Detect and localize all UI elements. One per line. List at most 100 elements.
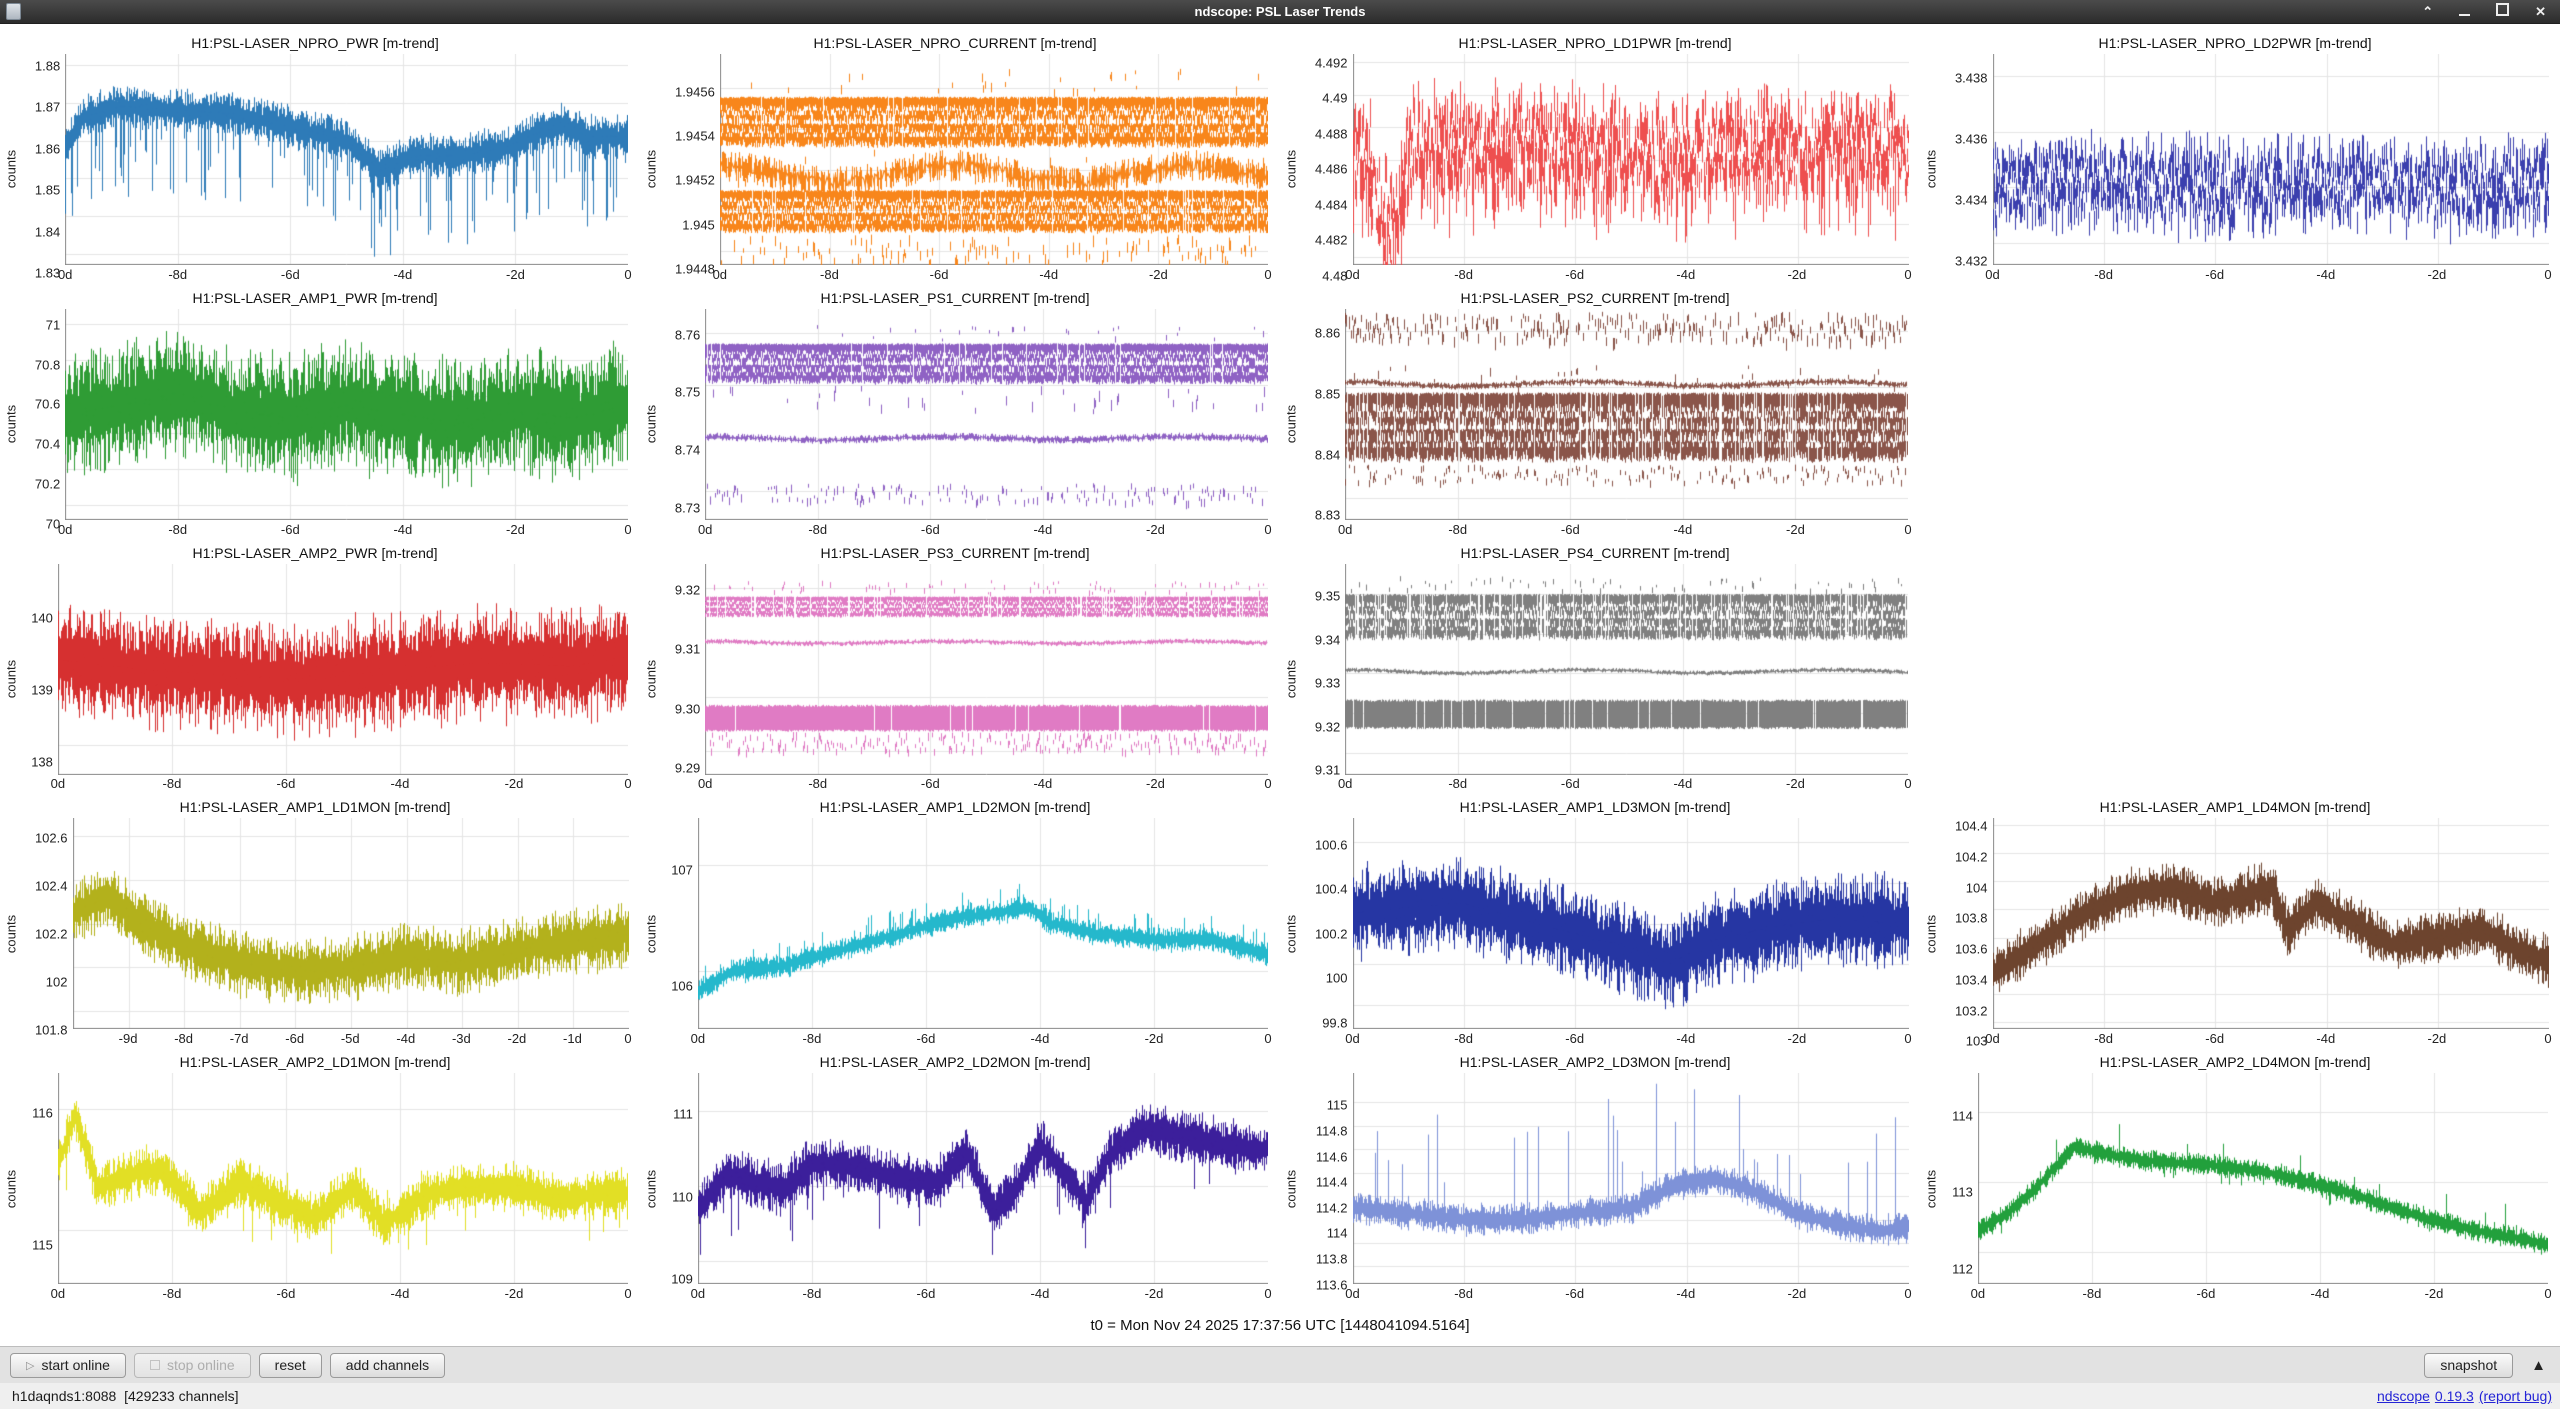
- window-title: ndscope: PSL Laser Trends: [1194, 4, 1366, 19]
- stop-online-button[interactable]: stop online: [133, 1352, 251, 1378]
- shade-window-icon[interactable]: ⌃: [2422, 4, 2434, 19]
- plot-canvas[interactable]: [1352, 818, 1909, 1030]
- plot-canvas[interactable]: [1352, 1073, 1909, 1285]
- plot-panel: H1:PSL-LASER_AMP1_LD1MON [m-trend] count…: [0, 794, 640, 1049]
- x-axis-ticks: 0d -8d -6d -4d -2d 0: [1985, 266, 2552, 282]
- y-axis-ticks: 112 113 114: [1952, 1108, 1973, 1277]
- minimize-icon[interactable]: [2459, 0, 2471, 23]
- y-axis-ticks: 8.83 8.84 8.85 8.86: [1314, 325, 1341, 523]
- plot-channel-title: H1:PSL-LASER_NPRO_LD1PWR [m-trend]: [1458, 35, 1732, 51]
- plot-panel: H1:PSL-LASER_NPRO_CURRENT [m-trend] coun…: [640, 30, 1280, 285]
- plot-channel-title: H1:PSL-LASER_AMP1_LD1MON [m-trend]: [179, 799, 451, 816]
- plot-channel-title: H1:PSL-LASER_AMP2_PWR [m-trend]: [192, 544, 438, 561]
- plot-canvas[interactable]: [697, 1073, 1268, 1285]
- plot-canvas[interactable]: [1345, 563, 1909, 775]
- plot-panel: H1:PSL-LASER_NPRO_PWR [m-trend] counts 1…: [0, 30, 640, 285]
- t0-label: t0 = Mon Nov 24 2025 17:37:56 UTC [14480…: [0, 1304, 2560, 1346]
- plot-channel-title: H1:PSL-LASER_PS2_CURRENT [m-trend]: [1460, 289, 1730, 306]
- snapshot-button[interactable]: snapshot: [2424, 1352, 2514, 1378]
- y-axis-label: counts: [3, 914, 19, 953]
- x-axis-ticks: 0d -8d -6d -4d -2d 0: [50, 1286, 632, 1301]
- plot-canvas[interactable]: [72, 818, 629, 1030]
- plot-channel-title: H1:PSL-LASER_AMP1_LD3MON [m-trend]: [1459, 799, 1731, 816]
- y-axis-label: counts: [1283, 659, 1299, 699]
- plot-channel-title: H1:PSL-LASER_AMP2_LD4MON [m-trend]: [2099, 1054, 2371, 1071]
- triangle-up-icon[interactable]: ▲: [2531, 1356, 2546, 1374]
- plot-canvas[interactable]: [1352, 54, 1909, 265]
- plot-canvas[interactable]: [719, 54, 1268, 265]
- plot-panel: H1:PSL-LASER_AMP1_LD4MON [m-trend] count…: [1920, 794, 2560, 1049]
- plot-canvas[interactable]: [1345, 308, 1909, 520]
- y-axis-ticks: 101.8 102 102.2 102.4 102.6: [34, 830, 68, 1038]
- report-bug-link[interactable]: (report bug): [2478, 1388, 2552, 1404]
- plot-channel-title: H1:PSL-LASER_AMP1_LD4MON [m-trend]: [2099, 799, 2371, 816]
- y-axis-ticks: 106 107: [671, 862, 693, 994]
- plot-channel-title: H1:PSL-LASER_NPRO_PWR [m-trend]: [191, 35, 439, 51]
- x-axis-ticks: 0d -8d -6d -4d -2d 0: [1345, 266, 1912, 282]
- plot-panel: H1:PSL-LASER_AMP2_LD1MON [m-trend] count…: [0, 1049, 640, 1304]
- close-icon[interactable]: ✕: [2535, 4, 2546, 19]
- y-axis-ticks: 9.29 9.30 9.31 9.32: [674, 582, 701, 776]
- empty-panel: [1920, 540, 2560, 795]
- plot-panel: H1:PSL-LASER_AMP2_PWR [m-trend] counts 1…: [0, 540, 640, 795]
- plot-channel-title: H1:PSL-LASER_NPRO_LD2PWR [m-trend]: [2098, 35, 2372, 51]
- plot-panel: H1:PSL-LASER_NPRO_LD2PWR [m-trend] count…: [1920, 30, 2560, 285]
- x-axis-ticks: 0d -8d -6d -4d -2d 0: [697, 776, 1272, 792]
- y-axis-label: counts: [643, 150, 659, 189]
- y-axis-label: counts: [1283, 150, 1299, 189]
- x-axis-ticks: 0d -8d -6d -4d -2d 0: [1337, 776, 1912, 792]
- version-link[interactable]: 0.19.3: [2434, 1388, 2474, 1404]
- y-axis-ticks: 109 110 111: [671, 1106, 693, 1287]
- y-axis-ticks: 1.9448 1.945 1.9452 1.9454 1.9456: [675, 84, 715, 277]
- plot-channel-title: H1:PSL-LASER_NPRO_CURRENT [m-trend]: [813, 35, 1097, 51]
- empty-panel: [1920, 285, 2560, 540]
- y-axis-label: counts: [1923, 1169, 1939, 1208]
- y-axis-ticks: 3.432 3.434 3.436 3.438: [1954, 70, 1988, 268]
- plot-canvas[interactable]: [1977, 1073, 2548, 1285]
- plot-canvas[interactable]: [705, 308, 1269, 520]
- play-icon: ▷: [26, 1359, 35, 1372]
- x-axis-ticks: 0d -8d -6d -4d -2d 0: [50, 776, 632, 792]
- y-axis-label: counts: [1283, 1169, 1299, 1208]
- y-axis-ticks: 1.83 1.84 1.85 1.86 1.87 1.88: [34, 58, 61, 281]
- plot-canvas[interactable]: [65, 308, 629, 520]
- y-axis-ticks: 138 139 140: [31, 610, 53, 770]
- plot-panel: H1:PSL-LASER_AMP1_PWR [m-trend] counts 7…: [0, 285, 640, 540]
- start-online-button[interactable]: ▷ start online: [10, 1352, 126, 1378]
- y-axis-label: counts: [643, 914, 659, 953]
- plot-panel: H1:PSL-LASER_PS4_CURRENT [m-trend] count…: [1280, 540, 1920, 795]
- y-axis-label: counts: [643, 659, 659, 699]
- reset-button[interactable]: reset: [258, 1352, 322, 1378]
- plot-canvas[interactable]: [1992, 818, 2549, 1030]
- plot-canvas[interactable]: [697, 818, 1268, 1030]
- plot-panel: H1:PSL-LASER_AMP1_LD2MON [m-trend] count…: [640, 794, 1280, 1049]
- y-axis-label: counts: [3, 150, 19, 189]
- x-axis-ticks: 0d -8d -6d -4d -2d 0: [712, 266, 1272, 282]
- x-axis-ticks: 0d -8d -6d -4d -2d 0: [57, 266, 632, 282]
- y-axis-label: counts: [1283, 914, 1299, 953]
- window-titlebar: ndscope: PSL Laser Trends ⌃ ✕: [0, 0, 2560, 24]
- y-axis-ticks: 70 70.2 70.4 70.6 70.8 71: [34, 317, 61, 532]
- toolbar: ▷ start online stop online reset add cha…: [0, 1346, 2560, 1383]
- plots-grid: H1:PSL-LASER_NPRO_PWR [m-trend] counts 1…: [0, 24, 2560, 1304]
- maximize-icon[interactable]: [2496, 0, 2510, 23]
- y-axis-label: counts: [1923, 914, 1939, 953]
- plot-canvas[interactable]: [57, 1073, 628, 1285]
- plot-channel-title: H1:PSL-LASER_AMP2_LD1MON [m-trend]: [179, 1054, 451, 1071]
- plot-panel: H1:PSL-LASER_AMP2_LD4MON [m-trend] count…: [1920, 1049, 2560, 1304]
- plot-canvas[interactable]: [1992, 54, 2549, 265]
- plot-panel: H1:PSL-LASER_AMP2_LD3MON [m-trend] count…: [1280, 1049, 1920, 1304]
- y-axis-label: counts: [643, 1169, 659, 1208]
- y-axis-label: counts: [643, 405, 659, 444]
- server-status: h1daqnds1:8088 [429233 channels]: [12, 1388, 239, 1404]
- y-axis-ticks: 8.73 8.74 8.75 8.76: [674, 327, 701, 516]
- y-axis-label: counts: [3, 405, 19, 444]
- status-bar: h1daqnds1:8088 [429233 channels] ndscope…: [0, 1383, 2560, 1409]
- plot-canvas[interactable]: [57, 563, 628, 775]
- plot-panel: H1:PSL-LASER_AMP2_LD2MON [m-trend] count…: [640, 1049, 1280, 1304]
- plot-canvas[interactable]: [705, 563, 1269, 775]
- plot-panel: H1:PSL-LASER_PS3_CURRENT [m-trend] count…: [640, 540, 1280, 795]
- add-channels-button[interactable]: add channels: [329, 1352, 446, 1378]
- ndscope-link[interactable]: ndscope: [2376, 1388, 2430, 1404]
- plot-canvas[interactable]: [65, 54, 629, 265]
